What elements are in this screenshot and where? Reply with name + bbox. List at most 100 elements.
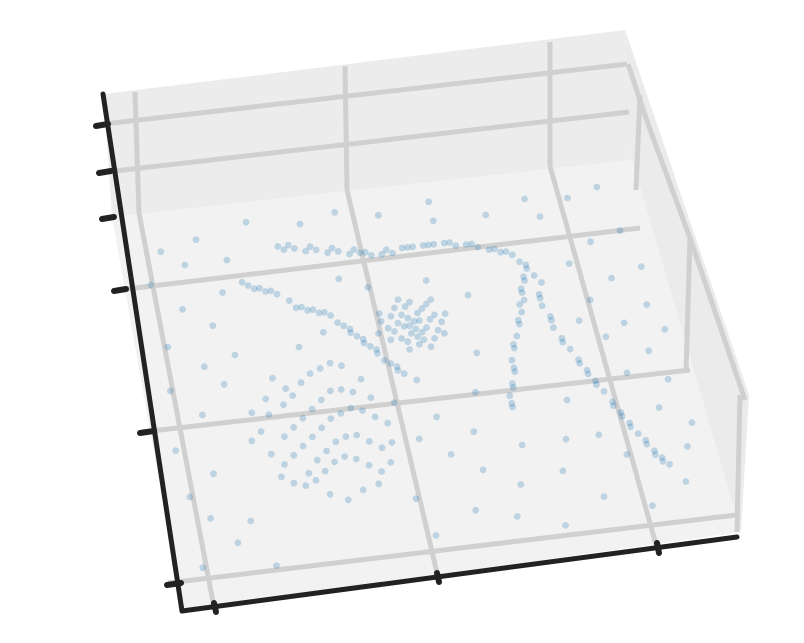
scatter-point (365, 461, 373, 469)
scatter-point (425, 241, 432, 249)
scatter-point (292, 304, 300, 312)
scatter-point (304, 306, 311, 314)
scatter-point (419, 242, 427, 249)
scatter-point (247, 517, 255, 525)
scatter-point (280, 246, 288, 254)
scatter-point (420, 336, 428, 344)
scatter-point (418, 328, 426, 336)
scatter-point (426, 315, 434, 323)
scatter-point (267, 450, 275, 458)
scatter-point (584, 370, 592, 378)
scatter-point (440, 239, 448, 247)
scatter-point (231, 351, 239, 359)
scatter-point (290, 479, 298, 487)
z-tick (164, 580, 184, 588)
scatter-point (516, 301, 524, 308)
scatter-point (321, 308, 328, 316)
scatter-point (273, 290, 281, 298)
scatter-point (482, 211, 490, 219)
scatter-point (684, 443, 691, 450)
scatter-point (520, 273, 527, 281)
scatter-point (430, 240, 438, 248)
scatter-point (452, 242, 460, 250)
scatter-point (341, 453, 348, 460)
scatter-point (361, 248, 369, 256)
scatter-point (371, 413, 379, 421)
x-tick (211, 600, 219, 615)
scatter-point (391, 304, 398, 312)
scatter-point (472, 506, 480, 514)
scatter-point (682, 478, 690, 485)
scatter-point (388, 439, 396, 446)
scatter-point (575, 356, 582, 363)
scatter-point (317, 396, 325, 404)
scatter-point (506, 392, 514, 400)
scatter-point (359, 486, 367, 494)
scatter-point (250, 285, 258, 293)
scatter-point (518, 308, 526, 316)
scatter-point (510, 364, 518, 372)
scatter-point (381, 357, 388, 364)
scatter-point (415, 317, 423, 324)
scatter-point (427, 343, 435, 351)
scatter-point (181, 261, 189, 269)
scatter-point (514, 316, 522, 324)
scatter-point (302, 482, 310, 489)
scatter-point (431, 335, 438, 342)
scatter-point (334, 319, 341, 326)
scatter-point (600, 388, 608, 395)
scatter-point (308, 405, 316, 413)
scatter-point (210, 470, 217, 478)
scatter-point (273, 562, 280, 569)
scatter-point (220, 380, 228, 388)
z-tick (137, 428, 157, 436)
scatter-point (332, 438, 340, 446)
scatter-point (425, 198, 433, 206)
scatter-point (661, 326, 669, 333)
scatter-point (315, 309, 323, 317)
scatter-point (147, 281, 155, 289)
scatter-point (378, 468, 385, 475)
scatter-point (602, 333, 610, 341)
scatter-point (309, 306, 317, 314)
scatter-point (398, 311, 405, 319)
scatter-point (242, 218, 250, 226)
scatter-point (346, 325, 354, 333)
scatter-point (479, 466, 487, 474)
scatter-point (319, 328, 327, 336)
scatter-point (623, 369, 631, 377)
scatter-point (262, 288, 269, 295)
axis-ticks (93, 121, 662, 615)
scatter-point (408, 330, 415, 337)
scatter-point (414, 333, 421, 340)
scatter-point (393, 363, 401, 371)
scatter-point (200, 363, 208, 371)
scatter-point (331, 208, 339, 216)
scatter-point (517, 285, 525, 293)
scatter-point (398, 335, 405, 342)
scatter-point (387, 336, 395, 344)
scatter-point (404, 244, 411, 251)
scatter-point (284, 241, 292, 249)
scatter-point (511, 368, 519, 375)
scatter-point (520, 296, 528, 304)
scatter-point (352, 455, 360, 463)
scatter-point (586, 296, 594, 304)
scatter-point (446, 239, 453, 246)
scatter-point (365, 438, 373, 445)
scatter-point (306, 243, 314, 251)
scatter-point (384, 419, 392, 427)
scatter-point (179, 305, 186, 313)
z-tick (93, 121, 111, 129)
back-wall-grid (103, 42, 630, 214)
scatter-point (297, 379, 305, 387)
scatter-point (509, 384, 517, 391)
scatter-point (394, 367, 402, 374)
scatter-point (278, 473, 285, 481)
scatter-point (248, 409, 256, 417)
scatter-point (374, 349, 381, 357)
scatter-point (373, 346, 380, 353)
scatter-point (618, 412, 626, 420)
scatter-points (147, 183, 696, 572)
scatter-point (378, 444, 386, 452)
